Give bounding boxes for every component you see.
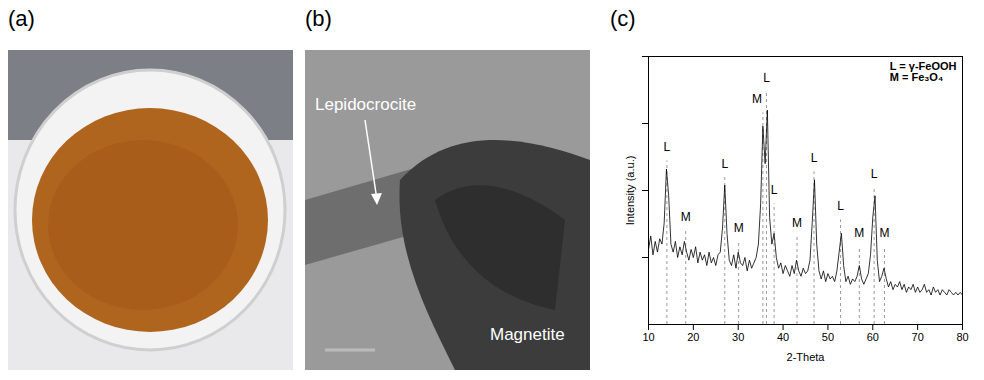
svg-text:L: L	[721, 157, 728, 171]
svg-text:10: 10	[642, 331, 654, 343]
html-text:(a): (a)	[8, 6, 35, 31]
svg-text:Intensity (a.u.): Intensity (a.u.)	[624, 156, 636, 226]
svg-text:Lepidocrocite: Lepidocrocite	[315, 95, 416, 114]
svg-text:M: M	[752, 92, 762, 106]
svg-text:M: M	[734, 221, 744, 235]
svg-text:M: M	[854, 226, 864, 240]
svg-text:Magnetite: Magnetite	[490, 325, 565, 344]
html-text:(b): (b)	[305, 6, 332, 31]
svg-text:L: L	[771, 183, 778, 197]
svg-text:L: L	[664, 140, 671, 154]
svg-text:70: 70	[912, 331, 924, 343]
svg-text:L = γ-FeOOHM = Fe₃O₄: L = γ-FeOOHM = Fe₃O₄	[890, 60, 957, 83]
svg-text:M: M	[792, 216, 802, 230]
svg-text:20: 20	[687, 331, 699, 343]
svg-text:80: 80	[956, 331, 968, 343]
svg-text:L: L	[811, 151, 818, 165]
svg-text:L: L	[763, 71, 770, 85]
svg-text:L: L	[871, 167, 878, 181]
svg-text:M: M	[681, 210, 691, 224]
svg-text:30: 30	[732, 331, 744, 343]
html-text:(c): (c)	[610, 6, 636, 31]
svg-text:40: 40	[777, 331, 789, 343]
svg-text:60: 60	[867, 331, 879, 343]
svg-text:2-Theta: 2-Theta	[787, 351, 826, 363]
svg-text:M: M	[879, 226, 889, 240]
svg-text:50: 50	[822, 331, 834, 343]
svg-text:L: L	[837, 199, 844, 213]
